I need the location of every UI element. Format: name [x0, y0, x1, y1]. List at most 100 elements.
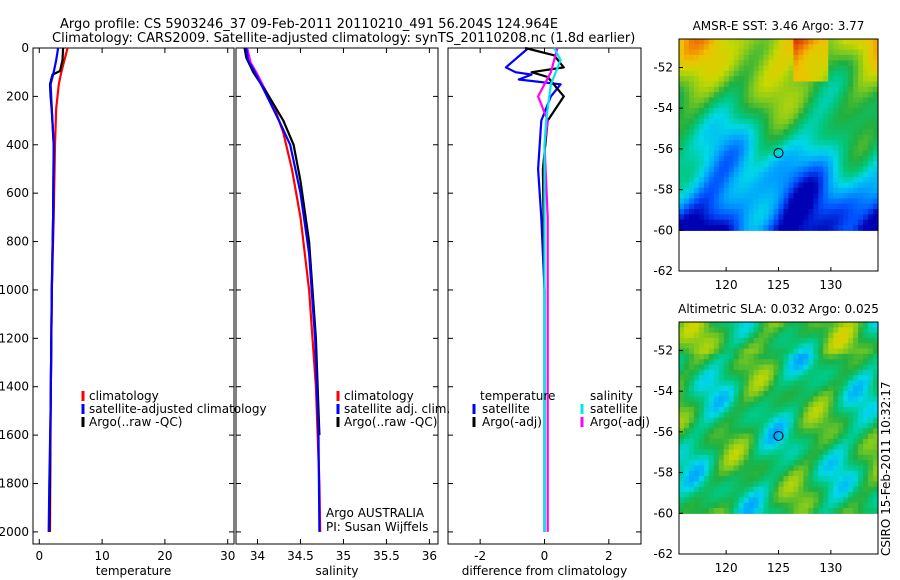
sst-map-raster-cell — [858, 219, 864, 226]
sst-map-raster-cell — [758, 171, 765, 178]
sst-map-raster-cell — [838, 86, 844, 93]
sst-map-raster-cell — [748, 118, 755, 125]
sst-map-raster-cell — [768, 139, 775, 146]
sst-map-raster-cell — [698, 86, 705, 93]
sla-map-raster-cell — [778, 460, 785, 467]
sla-map-raster-cell — [823, 470, 829, 477]
sla-map-raster-cell — [768, 369, 775, 376]
sst-map-raster-cell — [833, 81, 839, 88]
sst-map-raster-cell — [818, 187, 824, 194]
sst-map-raster-cell — [863, 39, 869, 45]
sla-map-raster-cell — [838, 412, 844, 419]
sla-map-raster-cell — [868, 385, 874, 392]
sla-map-raster-cell — [798, 422, 804, 429]
sst-map-raster-cell — [713, 209, 720, 215]
sla-map-raster-cell — [688, 476, 695, 483]
sst-map-raster-cell — [783, 177, 790, 184]
sst-map-raster-cell — [738, 203, 745, 210]
sla-map-raster-cell — [783, 449, 790, 456]
sla-map-raster-cell — [848, 492, 854, 498]
sla-map-raster-cell — [813, 359, 819, 366]
sla-map-raster-cell — [843, 407, 849, 413]
sst-map-raster-cell — [778, 113, 785, 120]
sla-map-raster-cell — [833, 369, 839, 376]
sla-map-raster-cell — [813, 343, 819, 350]
sla-map-raster-cell — [838, 502, 844, 509]
sst-map-raster-cell — [808, 139, 814, 146]
sst-map-raster-cell — [828, 145, 834, 152]
sst-map-raster-cell — [753, 203, 760, 210]
sst-map-raster-cell — [728, 92, 735, 99]
sst-map-raster-cell — [823, 81, 829, 88]
sla-map-raster-cell — [698, 375, 705, 382]
sla-map-raster-cell — [773, 476, 780, 483]
sst-map-raster-cell — [823, 139, 829, 146]
sst-map-raster-cell — [793, 76, 799, 83]
sst-map-raster-cell — [768, 145, 775, 152]
sla-map-raster-cell — [768, 407, 775, 413]
sst-map-raster-cell — [798, 70, 804, 77]
sla-map-raster-cell — [808, 412, 814, 419]
sst-map-raster-cell — [783, 219, 790, 226]
sla-map-raster-cell — [788, 380, 795, 387]
sla-map-raster-cell — [863, 502, 869, 509]
sla-map-raster-cell — [758, 460, 765, 467]
sst-map-raster-cell — [688, 203, 695, 210]
sst-map-raster-cell — [683, 219, 690, 226]
sst-map-raster-cell — [688, 155, 695, 162]
sst-map-raster-cell — [738, 70, 745, 77]
sst-map-raster-cell — [848, 76, 854, 83]
sst-map-raster-cell — [738, 187, 745, 194]
sla-map-raster-cell — [838, 353, 844, 360]
sst-map-raster-cell — [833, 187, 839, 194]
sla-map-raster-cell — [683, 465, 690, 472]
sla-map-raster-cell — [808, 428, 814, 435]
sst-map-raster-cell — [778, 155, 785, 162]
sla-map-raster-cell — [828, 460, 834, 467]
sla-map-raster-cell — [723, 492, 730, 498]
sla-map-raster-cell — [858, 454, 864, 461]
sst-map-raster-cell — [858, 177, 864, 184]
sla-map-raster-cell — [753, 502, 760, 509]
sst-map-raster-cell — [818, 49, 824, 56]
sst-map-raster-cell — [858, 113, 864, 120]
temperature-ytick-label: 2000 — [0, 525, 29, 539]
sla-map-raster-cell — [863, 380, 869, 387]
sla-map-raster-cell — [818, 433, 824, 440]
salinity-annotation: Argo AUSTRALIA — [326, 506, 425, 520]
sst-map-raster-cell — [848, 150, 854, 157]
sla-map-raster-cell — [843, 465, 849, 472]
sst-map-raster-cell — [798, 166, 804, 173]
sst-map-raster-cell — [708, 187, 715, 194]
sla-map-raster-cell — [853, 412, 859, 419]
sst-map-raster-cell — [738, 102, 745, 109]
sst-map-raster-cell — [853, 150, 859, 157]
sst-map-raster-cell — [788, 49, 795, 56]
sst-map-raster-cell — [803, 129, 809, 136]
sst-map-raster-cell — [708, 155, 715, 162]
sla-map-raster-cell — [823, 465, 829, 472]
sla-map-raster-cell — [793, 375, 799, 382]
sst-map-raster-cell — [863, 76, 869, 83]
sst-map-raster-cell — [833, 182, 839, 189]
sst-map-raster-cell — [733, 203, 740, 210]
sla-map-raster-cell — [679, 391, 685, 397]
difference-legend-label: satellite — [482, 402, 530, 416]
sst-map-raster-cell — [838, 177, 844, 184]
sst-map-raster-cell — [828, 219, 834, 226]
sst-map-raster-cell — [828, 86, 834, 93]
sst-map-raster-cell — [823, 129, 829, 136]
sst-map-raster-cell — [728, 177, 735, 184]
sla-map-raster-cell — [773, 396, 780, 403]
sla-map-raster-cell — [728, 507, 735, 514]
sla-map-raster-cell — [868, 481, 874, 488]
sla-map-raster-cell — [798, 322, 804, 328]
sla-map-raster-cell — [798, 438, 804, 445]
sla-map-raster-cell — [768, 396, 775, 403]
sst-map-raster-cell — [679, 70, 685, 77]
sst-map-raster-cell — [738, 214, 745, 221]
sla-map-raster-cell — [873, 369, 879, 376]
sst-map-raster-cell — [753, 161, 760, 168]
sla-map-raster-cell — [688, 438, 695, 445]
sla-map-raster-cell — [758, 438, 765, 445]
